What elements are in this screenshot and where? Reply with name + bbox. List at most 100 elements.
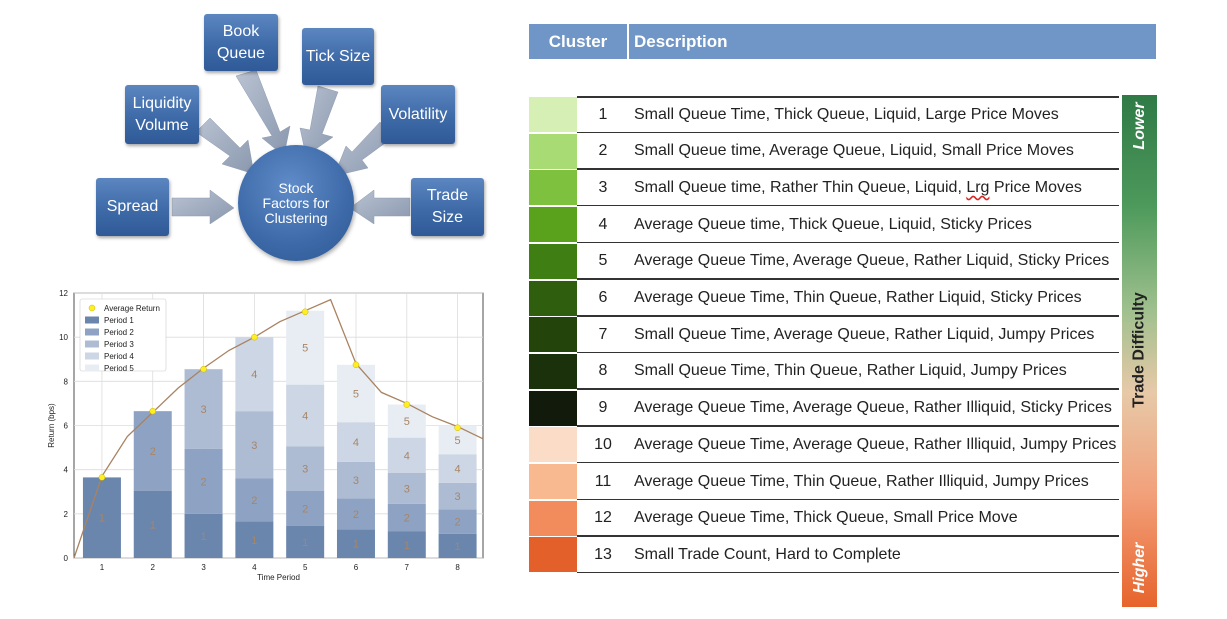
y-tick-label: 8 <box>64 377 69 386</box>
cluster-description: Average Queue time, Thick Queue, Liquid,… <box>634 215 1032 233</box>
bar-segment-label: 1 <box>251 535 257 547</box>
cluster-description: Average Queue Time, Average Queue, Rathe… <box>634 399 1112 417</box>
bar-segment-label: 2 <box>455 517 461 529</box>
row-divider <box>577 498 1119 500</box>
bar-segment <box>438 482 477 510</box>
bar-segment <box>336 422 375 462</box>
cluster-description: Small Queue Time, Thick Queue, Liquid, L… <box>634 105 1059 123</box>
x-tick-label: 4 <box>252 563 257 572</box>
average-return-point <box>454 424 461 431</box>
bar-segment <box>336 498 375 530</box>
cluster-description: Average Queue Time, Thin Queue, Rather I… <box>634 472 1089 490</box>
x-tick-label: 8 <box>455 563 460 572</box>
bar-segment-label: 4 <box>353 437 359 449</box>
legend-label: Period 1 <box>104 316 134 325</box>
cluster-number: 1 <box>598 105 608 123</box>
bar-segment <box>438 509 477 534</box>
row-divider <box>577 461 1119 464</box>
factor-tick-size: Tick Size <box>302 28 374 85</box>
description-part: Small Queue time, Rather Thin Queue, Liq… <box>634 178 967 196</box>
arrow-book-queue <box>235 69 291 157</box>
x-tick-label: 6 <box>354 563 359 572</box>
cluster-description: Small Queue time, Average Queue, Liquid,… <box>634 142 1074 160</box>
cluster-description: Average Queue Time, Thick Queue, Small P… <box>634 509 1018 527</box>
average-return-path <box>73 298 484 559</box>
bar-segment-label: 5 <box>455 435 461 447</box>
legend-label: Period 5 <box>104 364 134 373</box>
row-divider <box>577 278 1119 280</box>
y-tick-label: 2 <box>64 510 69 519</box>
table-row: 9 Average Queue Time, Average Queue, Rath… <box>529 390 1119 428</box>
row-divider <box>577 131 1119 133</box>
bar-segment-label: 4 <box>302 411 308 423</box>
cluster-number: 12 <box>594 509 612 527</box>
legend-swatch <box>85 340 99 348</box>
bar-segment <box>286 490 325 526</box>
description-part: Price Moves <box>989 178 1082 196</box>
cluster-color-swatch <box>529 133 577 169</box>
cluster-number: 6 <box>598 289 608 306</box>
legend-label: Period 3 <box>104 340 134 349</box>
difficulty-higher-label: Higher <box>1131 542 1148 594</box>
bar-segment-label: 1 <box>302 537 308 549</box>
legend-swatch <box>85 364 99 372</box>
bar-segment-label: 1 <box>353 539 359 551</box>
cluster-color-swatch <box>529 537 577 573</box>
bar-segment <box>184 448 223 514</box>
row-divider <box>577 388 1119 390</box>
bar-segment-label: 1 <box>404 540 410 552</box>
trade-difficulty-bar: Lower Trade Difficulty Higher <box>1122 95 1157 607</box>
table-row: 4 Average Queue time, Thick Queue, Liquid… <box>529 207 1119 244</box>
cluster-description: Small Queue time, Rather Thin Queue, Liq… <box>634 170 1082 205</box>
cluster-number: 11 <box>594 472 612 490</box>
cluster-color-swatch <box>529 280 577 316</box>
bar-segment-label: 3 <box>251 440 257 452</box>
bar-segment-label: 2 <box>404 513 410 525</box>
bar-segment-label: 3 <box>404 483 410 495</box>
difficulty-lower-label: Lower <box>1131 102 1148 150</box>
legend-label: Period 4 <box>104 352 134 361</box>
bar-segment <box>286 310 325 385</box>
table-row: 13 Small Trade Count, Hard to Complete <box>529 537 1119 574</box>
legend-box <box>79 298 167 372</box>
cluster-color-swatch <box>529 170 577 206</box>
cluster-description: Average Queue Time, Average Queue, Rathe… <box>634 252 1110 270</box>
average-return-point <box>149 407 157 415</box>
bar-segment <box>82 477 121 558</box>
average-return-point <box>251 333 258 341</box>
table-row: 11 Average Queue Time, Thin Queue, Rather… <box>529 464 1119 501</box>
bar-segment-label: 1 <box>99 513 105 525</box>
average-return-point <box>403 401 411 408</box>
x-tick-label: 2 <box>151 563 156 572</box>
bar-segment <box>438 454 477 483</box>
table-row: 6 Average Queue Time, Thin Queue, Rather … <box>529 280 1119 318</box>
row-divider <box>577 204 1119 207</box>
cluster-number: 9 <box>598 399 608 417</box>
row-divider <box>577 571 1119 574</box>
legend-label: Period 2 <box>104 328 134 337</box>
average-return-point <box>200 365 207 373</box>
cluster-color-swatch <box>529 500 577 536</box>
cluster-number: 4 <box>598 215 608 233</box>
row-divider <box>577 241 1119 244</box>
bar-segment-label: 2 <box>302 503 308 515</box>
cluster-number: 7 <box>598 325 608 343</box>
bar-segment <box>286 384 325 447</box>
bar-segment <box>387 437 426 473</box>
header-description: Description <box>634 31 728 51</box>
factor-book-queue: Book Queue <box>204 14 278 71</box>
bar-segment <box>133 490 172 558</box>
table-row: 10 Average Queue Time, Average Queue, Rat… <box>529 427 1119 464</box>
factor-liquidity-volume: Liquidity Volume <box>125 85 199 144</box>
bar-segment <box>387 472 426 504</box>
legend-swatch <box>85 316 99 324</box>
row-divider <box>577 96 1119 98</box>
row-divider <box>577 535 1119 537</box>
arrow-liquidity <box>195 117 255 175</box>
diagram-arrows <box>171 69 411 225</box>
cluster-color-swatch <box>529 317 577 353</box>
arrow-trade-size <box>349 189 411 225</box>
cluster-color-swatch <box>529 390 577 426</box>
cluster-number: 2 <box>598 142 608 160</box>
